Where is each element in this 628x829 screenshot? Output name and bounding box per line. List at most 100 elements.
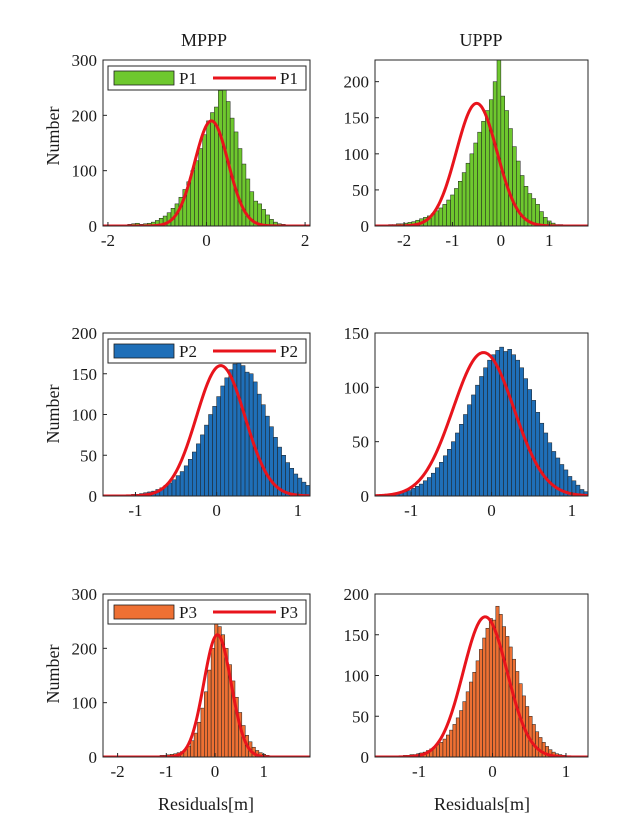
histogram-bar — [414, 485, 420, 496]
histogram-bar — [488, 618, 493, 757]
histogram-bar — [503, 351, 508, 496]
x-tick-label: -2 — [101, 231, 115, 250]
histogram-bar — [535, 412, 541, 496]
histogram-bar — [479, 649, 483, 757]
histogram-bar — [179, 471, 185, 496]
histogram-bar — [465, 691, 470, 757]
y-tick-label: 0 — [361, 748, 370, 767]
histogram-bar — [442, 204, 447, 226]
y-tick-label: 50 — [80, 446, 97, 465]
histogram-bar — [220, 385, 226, 496]
x-tick-label: 1 — [259, 762, 268, 781]
y-tick-label: 50 — [352, 707, 369, 726]
histogram-bar — [449, 729, 454, 757]
x-tick-label: -1 — [445, 231, 459, 250]
y-axis-label-row2: Number — [43, 385, 63, 444]
histogram-bar — [269, 426, 274, 496]
histogram-bar — [475, 660, 480, 757]
histogram-bar — [237, 148, 243, 226]
histogram-bar — [187, 459, 193, 496]
histogram-bar — [228, 369, 234, 496]
y-tick-label: 0 — [361, 217, 370, 236]
histogram-bar — [472, 671, 477, 757]
y-tick-label: 100 — [72, 694, 98, 713]
histogram-bar — [483, 367, 488, 496]
histogram-bar — [431, 472, 436, 496]
histogram-bar — [450, 194, 455, 226]
x-tick-label: 0 — [211, 762, 220, 781]
column-title-mppp: MPPP — [181, 30, 227, 50]
histogram-bar — [535, 731, 540, 757]
histogram-bar — [217, 626, 222, 757]
histogram-bar — [508, 646, 513, 757]
histogram-bar — [410, 488, 416, 496]
histogram-bar — [492, 619, 497, 757]
histogram-bar — [455, 432, 460, 496]
histogram-bar — [600, 495, 604, 496]
histogram-bar — [206, 120, 211, 226]
axes-frame — [374, 59, 589, 227]
histogram-bar — [485, 110, 490, 226]
histogram-bar — [511, 354, 516, 496]
y-tick-label: 100 — [344, 378, 370, 397]
histogram-bar — [406, 490, 412, 496]
x-tick-label: -1 — [412, 762, 426, 781]
histogram-bar — [200, 707, 205, 757]
histogram-bar — [252, 381, 258, 496]
x-tick-label: 0 — [487, 501, 496, 520]
histogram-bar — [592, 494, 596, 496]
y-tick-label: 200 — [72, 324, 98, 343]
histogram-bar — [212, 406, 217, 496]
histogram-bar — [452, 724, 457, 757]
legend-histogram-swatch — [113, 604, 175, 620]
histogram-bar — [443, 455, 448, 496]
histogram-bar — [204, 691, 208, 757]
histogram-bar — [463, 414, 468, 496]
x-tick-label: 1 — [545, 231, 554, 250]
histogram-bar — [293, 473, 299, 496]
histogram-bar — [539, 422, 545, 496]
histogram-bar — [458, 181, 463, 226]
histogram-bar — [455, 717, 460, 757]
histogram-bar — [439, 742, 444, 757]
histogram-bar — [318, 492, 322, 496]
histogram-bar — [261, 404, 266, 496]
histogram-bar — [204, 424, 209, 496]
histogram-bar — [326, 494, 330, 496]
histogram-panel-p2-mppp: 0 50 100 150 200 -1 0 1 P2 P2 — [72, 324, 330, 520]
histogram-bar — [439, 462, 444, 496]
legend-histogram-label: P3 — [179, 603, 197, 622]
histogram-panel-p3-mppp: 0 100 200 300 -2 -1 0 1 P3 P3 — [72, 585, 311, 781]
histogram-bar — [462, 701, 467, 757]
y-axis-label-row1: Number — [43, 107, 63, 166]
histogram-bar — [175, 475, 181, 496]
histogram-bar — [459, 710, 464, 757]
histogram-bar — [507, 349, 512, 496]
histogram-bar — [475, 384, 480, 496]
histogram-bar — [496, 60, 502, 226]
histogram-bar — [244, 371, 250, 496]
histogram-bar — [322, 493, 326, 496]
x-tick-label: -1 — [159, 762, 173, 781]
histogram-bar — [233, 131, 239, 226]
histogram-bar — [445, 734, 450, 757]
histogram-bar — [531, 400, 537, 496]
y-axis-label-row3: Number — [43, 645, 63, 704]
legend-fit-label: P3 — [280, 603, 298, 622]
legend: P2 P2 — [107, 338, 307, 364]
histogram-bar — [502, 626, 506, 757]
x-tick-label: -1 — [404, 501, 418, 520]
x-tick-label: 0 — [212, 501, 221, 520]
histogram-bar — [469, 153, 475, 226]
histogram-bar — [500, 95, 505, 226]
x-tick-label: 0 — [202, 231, 211, 250]
x-axis-label-uppp: Residuals[m] — [434, 794, 530, 814]
axes-frame — [374, 332, 589, 497]
y-tick-label: 150 — [344, 109, 370, 128]
histogram-bar — [236, 361, 242, 496]
histogram-bar — [512, 146, 517, 226]
histogram-bar — [459, 424, 464, 496]
histogram-bar — [200, 434, 205, 496]
histogram-bar — [198, 148, 203, 226]
